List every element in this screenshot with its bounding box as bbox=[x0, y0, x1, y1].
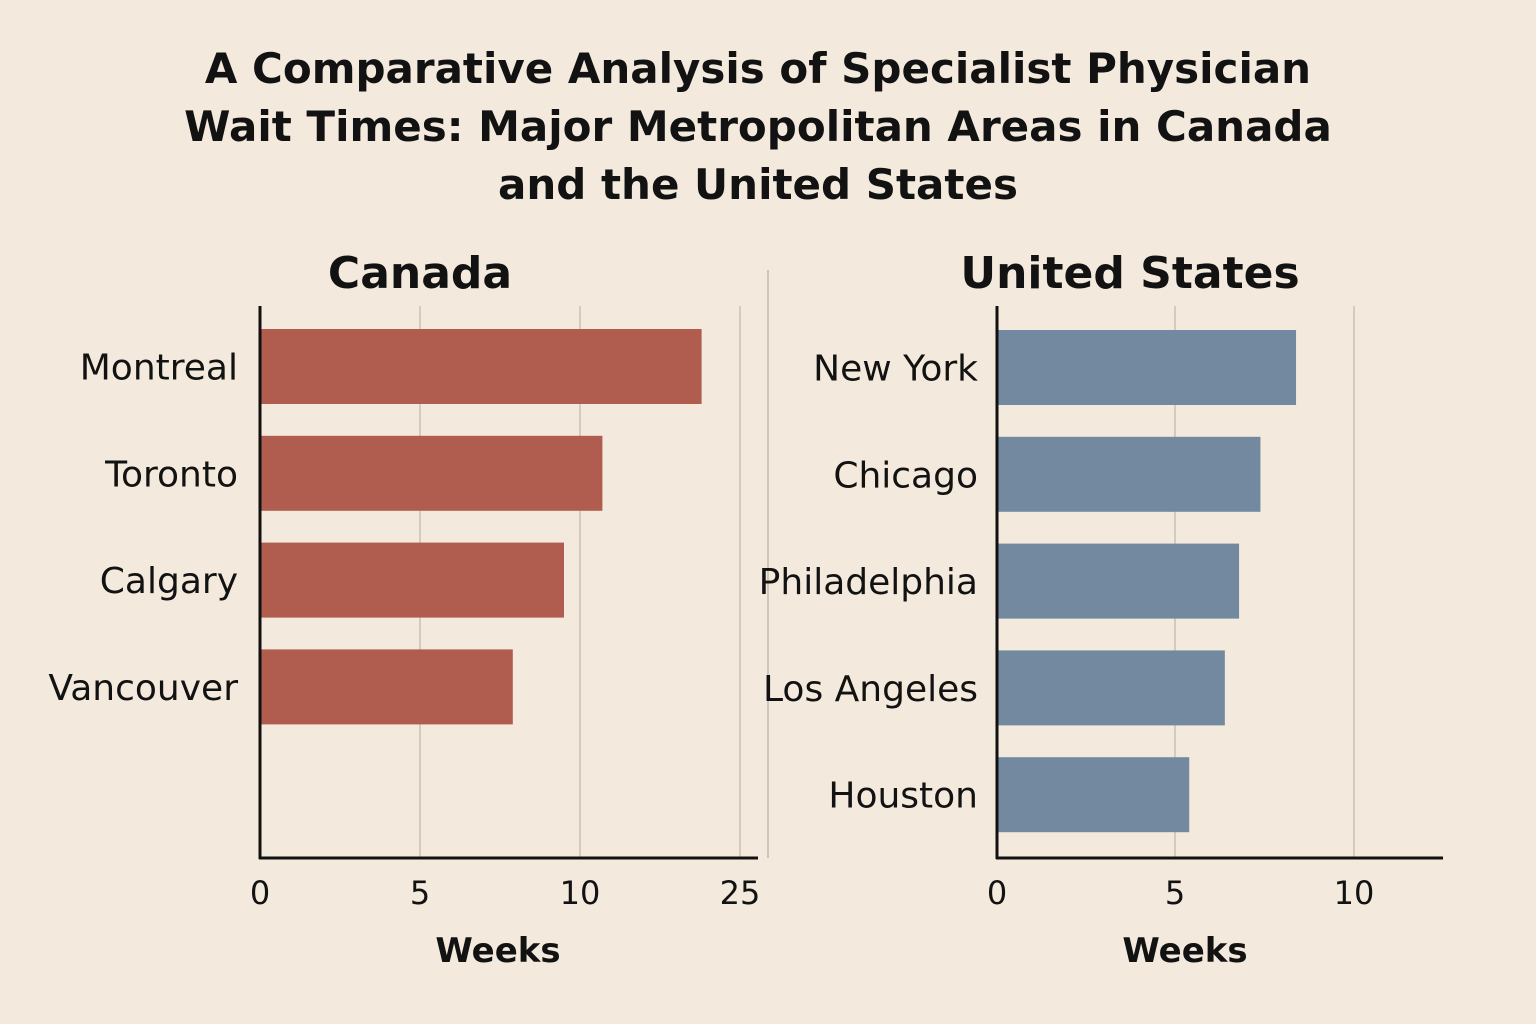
united-states-panel: New York Chicago Philadelphia Los Angeles Ho… bbox=[759, 248, 1443, 971]
panel-title-united-states: United States bbox=[960, 248, 1299, 299]
bar-toronto bbox=[260, 435, 603, 511]
canada-panel: Montreal Toronto Calgary Vancouver 0 5 10 25 Can… bbox=[48, 248, 760, 971]
bar-calgary bbox=[260, 542, 564, 618]
chart-title-line-3: and the United States bbox=[498, 160, 1018, 209]
x-tick-label: 5 bbox=[410, 874, 430, 912]
category-label-montreal: Montreal bbox=[80, 348, 238, 389]
category-label-chicago: Chicago bbox=[833, 455, 978, 496]
category-label-new-york: New York bbox=[813, 349, 978, 390]
panel-title-canada: Canada bbox=[328, 248, 512, 299]
bar-chicago bbox=[997, 436, 1261, 512]
chart-title: A Comparative Analysis of Specialist Phy… bbox=[140, 40, 1376, 214]
bar-vancouver bbox=[260, 649, 513, 725]
bar-new-york bbox=[997, 330, 1297, 405]
x-tick-label: 10 bbox=[560, 874, 601, 912]
x-tick-label: 0 bbox=[250, 874, 270, 912]
category-label-houston: Houston bbox=[828, 776, 978, 817]
category-label-los-angeles: Los Angeles bbox=[763, 669, 978, 710]
category-label-vancouver: Vancouver bbox=[48, 668, 238, 709]
category-label-toronto: Toronto bbox=[104, 454, 238, 495]
x-axis-label: Weeks bbox=[435, 931, 560, 971]
bar-los-angeles bbox=[997, 650, 1225, 726]
x-tick-label: 0 bbox=[987, 874, 1007, 912]
bar-montreal bbox=[260, 329, 702, 404]
chart-title-line-2: Wait Times: Major Metropolitan Areas in … bbox=[184, 102, 1332, 151]
x-axis-label: Weeks bbox=[1122, 931, 1247, 971]
bar-philadelphia bbox=[997, 543, 1240, 619]
category-label-calgary: Calgary bbox=[100, 561, 238, 602]
chart-title-line-1: A Comparative Analysis of Specialist Phy… bbox=[204, 44, 1312, 93]
x-tick-label: 10 bbox=[1334, 874, 1375, 912]
category-label-philadelphia: Philadelphia bbox=[759, 562, 978, 603]
x-tick-label: 5 bbox=[1165, 874, 1185, 912]
x-tick-label: 25 bbox=[720, 874, 761, 912]
bar-houston bbox=[997, 757, 1190, 833]
